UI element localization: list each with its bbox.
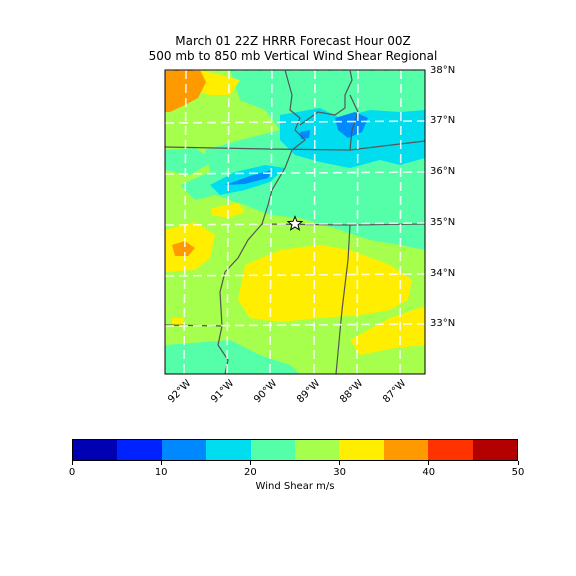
field-green-west [165,148,215,175]
lat-label-38: 38°N [430,65,456,76]
field-green-south [165,340,300,374]
colorbar-tick [517,461,519,465]
grid-lon-92 [183,70,187,374]
colorbar-tick-label: 0 [68,467,76,478]
colorbar-tick [71,461,73,465]
map-title-line-1: March 01 22Z HRRR Forecast Hour 00Z [175,34,411,48]
field-cyan-band [280,108,425,168]
grid-lat-36 [165,171,425,175]
colorbar-segment-2 [161,440,207,460]
lat-label-35: 35°N [430,217,456,228]
field-orange-west [172,241,195,256]
map-title-line-2: 500 mb to 850 mb Vertical Wind Shear Reg… [148,49,438,63]
colorbar-tick-label: 10 [154,467,168,478]
colorbar-segment-8 [428,440,473,460]
map-frame [164,69,426,375]
field-yellow-se [350,306,425,355]
colorbar-tick [428,461,430,465]
colorbar-tick-label: 30 [333,467,346,478]
colorbar [72,439,518,461]
colorbar-tick [249,461,251,465]
colorbar-segment-4 [250,440,296,460]
colorbar-tick [339,461,341,465]
colorbar-segment-3 [206,440,251,460]
colorbar-segment-7 [383,440,429,460]
colorbar-segment-5 [295,440,340,460]
lat-label-33: 33°N [430,318,456,329]
shear-field [165,70,425,374]
grid-lat-37 [165,120,425,124]
grid-lon-88 [356,70,359,374]
boundary-ms-al [335,224,351,374]
colorbar-segment-9 [472,440,518,460]
field-green-ne [385,70,425,98]
boundary-ohio-river [299,70,353,126]
grid-lon-90 [269,70,273,374]
colorbar-tick [160,461,162,465]
colorbar-label: Wind Shear m/s [255,481,335,492]
location-star-marker[interactable] [286,215,304,231]
colorbar-tick-label: 40 [422,467,436,478]
graticule [165,70,425,374]
grid-lon-91 [226,70,230,374]
colorbar-tick-label: 50 [511,467,525,478]
lat-label-37: 37°N [430,115,456,126]
grid-lat-33 [165,323,425,327]
field-yellow-south [238,245,412,322]
colorbar-segment-6 [339,440,384,460]
grid-lat-34 [165,273,425,277]
grid-lon-87 [399,70,402,374]
colorbar-segment-1 [117,440,162,460]
grid-lon-89 [313,70,316,374]
boundary-mo-ar-ky-tn [165,140,425,151]
colorbar-tick-label: 20 [244,467,257,478]
field-blue-west [225,170,272,185]
field-yellow-sw [172,318,184,326]
lat-label-36: 36°N [430,166,456,177]
colorbar-segment-0 [73,440,118,460]
field-blue-ne [335,112,368,138]
lat-label-34: 34°N [430,268,456,279]
